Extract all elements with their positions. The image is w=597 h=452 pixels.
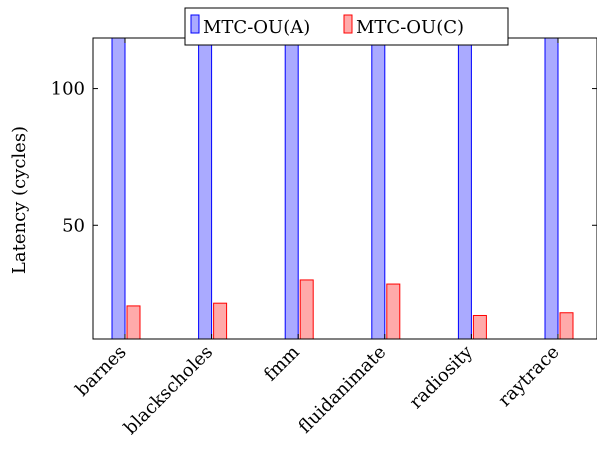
- x-tick-label: fmm: [260, 342, 304, 386]
- bar-mtc-ou-a-barnes: [111, 37, 126, 340]
- x-tick-label: blackscholes: [120, 342, 217, 439]
- legend-swatch-mtc-ou-a: [190, 14, 200, 34]
- legend-label-mtc-ou-c: MTC-OU(C): [356, 17, 464, 38]
- legend-label-mtc-ou-a: MTC-OU(A): [203, 17, 310, 38]
- bar-mtc-ou-c-fluidanimate: [386, 283, 401, 340]
- y-tick-label: 100: [51, 79, 85, 100]
- x-tick-label: radiosity: [406, 341, 478, 413]
- y-axis: 50 100: [51, 79, 597, 236]
- plot-frame: [92, 37, 597, 340]
- bar-mtc-ou-a-fmm: [284, 37, 299, 340]
- bar-mtc-ou-c-radiosity: [472, 314, 487, 340]
- legend: MTC-OU(A) MTC-OU(C): [184, 7, 509, 46]
- bar-mtc-ou-a-raytrace: [544, 37, 559, 340]
- bar-mtc-ou-c-barnes: [126, 305, 141, 340]
- bar-mtc-ou-c-raytrace: [559, 312, 574, 340]
- bar-mtc-ou-a-fluidanimate: [371, 37, 386, 340]
- x-tick-label: fluidanimate: [294, 342, 390, 438]
- bar-mtc-ou-c-blackscholes: [213, 302, 228, 340]
- x-tick-label: barnes: [72, 342, 131, 401]
- legend-swatch-mtc-ou-c: [343, 14, 353, 34]
- bar-mtc-ou-c-fmm: [299, 279, 314, 340]
- bar-mtc-ou-a-radiosity: [457, 37, 472, 340]
- y-axis-title: Latency (cycles): [9, 126, 30, 274]
- bar-mtc-ou-a-blackscholes: [198, 37, 213, 340]
- bars-layer: [111, 37, 574, 340]
- x-tick-label: raytrace: [494, 342, 563, 411]
- y-tick-label: 50: [62, 215, 85, 236]
